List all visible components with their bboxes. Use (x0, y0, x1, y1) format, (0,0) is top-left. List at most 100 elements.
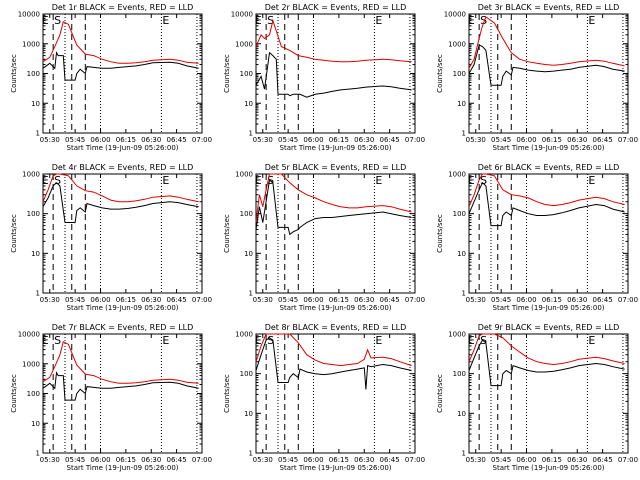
panel-det-3: Det 3r BLACK = Events, RED = LLD 1 10 100 10… (436, 3, 638, 152)
event-marker-e: E (162, 174, 169, 187)
event-marker-e: E (42, 174, 49, 187)
y-axis-label: Counts/sec (436, 54, 444, 93)
series-events-black (255, 337, 412, 390)
series-lld-red (468, 173, 625, 207)
x-tick-label: 05:30 (253, 136, 273, 144)
y-tick-label: 1 (249, 130, 253, 138)
plot-frame (255, 13, 416, 134)
y-tick-label: 1 (36, 450, 40, 458)
panel-title: Det 8r BLACK = Events, RED = LLD (265, 323, 407, 332)
plot-frame (468, 333, 629, 454)
x-tick-label: 06:15 (329, 296, 349, 304)
y-tick-label: 1000 (235, 331, 253, 339)
x-tick-label: 06:45 (380, 456, 400, 464)
event-marker-e: E (588, 334, 595, 347)
y-tick-label: 10 (244, 250, 253, 258)
x-axis-label: Start Time (19-Jun-09 05:26:00) (493, 144, 605, 152)
x-tick-label: 06:15 (542, 456, 562, 464)
x-tick-label: 05:30 (40, 456, 60, 464)
plot-frame (255, 333, 416, 454)
event-marker-e: E (468, 174, 475, 187)
event-marker-e: E (468, 334, 475, 347)
y-axis-label: Counts/sec (436, 374, 444, 413)
event-marker-e: E (375, 14, 382, 27)
x-tick-label: 06:15 (329, 456, 349, 464)
x-tick-label: 07:00 (405, 456, 425, 464)
series-events-black (468, 339, 625, 387)
panel-title: Det 2r BLACK = Events, RED = LLD (265, 3, 407, 12)
series-lld-red (255, 18, 412, 63)
panel-title: Det 7r BLACK = Events, RED = LLD (52, 323, 194, 332)
panel-title: Det 9r BLACK = Events, RED = LLD (478, 323, 620, 332)
x-tick-label: 07:00 (192, 456, 212, 464)
y-tick-label: 100 (240, 370, 253, 378)
x-tick-label: 06:00 (90, 136, 110, 144)
x-tick-label: 05:45 (65, 456, 85, 464)
plot-frame (42, 173, 203, 294)
x-tick-label: 06:15 (329, 136, 349, 144)
y-tick-label: 100 (27, 70, 40, 78)
x-tick-label: 07:00 (618, 296, 638, 304)
event-marker-e: E (42, 14, 49, 27)
x-tick-label: 06:30 (567, 296, 587, 304)
series-lld-red (42, 20, 199, 64)
x-tick-label: 05:45 (491, 296, 511, 304)
event-marker-e: E (255, 334, 262, 347)
y-axis-label: Counts/sec (436, 214, 444, 253)
event-marker-s: S (54, 174, 61, 187)
event-marker-s: S (54, 14, 61, 27)
x-axis-label: Start Time (19-Jun-09 05:26:00) (67, 464, 179, 472)
panel-title: Det 1r BLACK = Events, RED = LLD (52, 3, 194, 12)
series-events-black (468, 181, 625, 227)
x-tick-label: 07:00 (192, 136, 212, 144)
series-lld-red (255, 173, 412, 223)
x-tick-label: 06:15 (116, 136, 136, 144)
x-tick-label: 05:45 (278, 296, 298, 304)
y-axis-label: Counts/sec (223, 374, 231, 413)
y-tick-label: 10 (31, 100, 40, 108)
y-tick-label: 100 (453, 210, 466, 218)
x-tick-label: 06:00 (90, 296, 110, 304)
x-tick-label: 05:45 (65, 136, 85, 144)
x-tick-label: 06:00 (516, 136, 536, 144)
panel-det-5: Det 5r BLACK = Events, RED = LLD 1 10 100 10… (223, 163, 425, 312)
x-tick-label: 05:45 (65, 296, 85, 304)
series-lld-red (42, 173, 199, 203)
y-tick-label: 10000 (231, 11, 253, 19)
x-tick-label: 06:15 (116, 456, 136, 464)
x-tick-label: 06:30 (354, 456, 374, 464)
x-tick-label: 06:15 (542, 136, 562, 144)
series-events-black (42, 182, 199, 223)
x-tick-label: 07:00 (405, 136, 425, 144)
y-axis-label: Counts/sec (10, 54, 18, 93)
x-tick-label: 06:45 (380, 136, 400, 144)
series-lld-red (42, 340, 199, 384)
x-tick-label: 06:30 (141, 296, 161, 304)
y-tick-label: 1 (462, 130, 466, 138)
x-tick-label: 05:30 (40, 136, 60, 144)
x-tick-label: 06:00 (303, 136, 323, 144)
event-marker-e: E (375, 174, 382, 187)
y-tick-label: 1 (462, 450, 466, 458)
series-lld-red (255, 333, 412, 367)
x-tick-label: 05:30 (466, 296, 486, 304)
y-axis-label: Counts/sec (223, 54, 231, 93)
x-tick-label: 05:45 (278, 136, 298, 144)
x-tick-label: 06:30 (141, 456, 161, 464)
panel-title: Det 3r BLACK = Events, RED = LLD (478, 3, 620, 12)
y-tick-label: 1000 (235, 40, 253, 48)
event-marker-s: S (267, 14, 274, 27)
x-tick-label: 05:30 (466, 136, 486, 144)
x-tick-label: 05:45 (491, 456, 511, 464)
event-marker-s: S (480, 174, 487, 187)
x-tick-label: 05:45 (278, 456, 298, 464)
y-tick-label: 1000 (22, 40, 40, 48)
x-tick-label: 06:00 (516, 296, 536, 304)
x-tick-label: 07:00 (405, 296, 425, 304)
panel-det-1: Det 1r BLACK = Events, RED = LLD 1 10 100 10… (10, 3, 212, 152)
panel-det-9: Det 9r BLACK = Events, RED = LLD 1 10 100 10… (436, 323, 638, 472)
x-tick-label: 06:00 (303, 456, 323, 464)
panel-det-4: Det 4r BLACK = Events, RED = LLD 1 10 100 10… (10, 163, 212, 312)
x-tick-label: 07:00 (192, 296, 212, 304)
series-events-black (468, 44, 625, 86)
